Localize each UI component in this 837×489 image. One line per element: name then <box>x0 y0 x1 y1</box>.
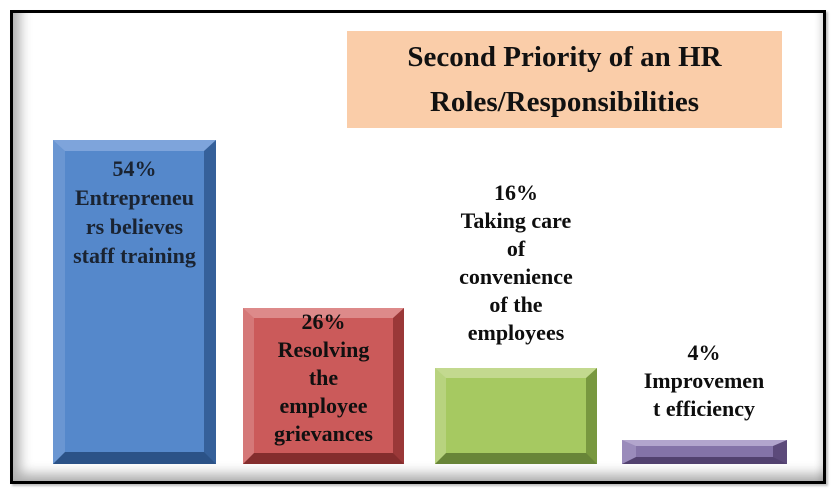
label-line: the <box>308 365 339 390</box>
chart-plot-area: Second Priority of an HR Roles/Responsib… <box>13 13 823 481</box>
label-line: employee <box>279 393 368 418</box>
bar-label-employee-convenience: 16% Taking care of convenience of the em… <box>416 179 616 347</box>
chart-title-line-2: Roles/Responsibilities <box>429 85 700 118</box>
bar-face <box>53 140 216 464</box>
label-line: 4% <box>687 340 721 365</box>
bar-label-improvement-efficiency: 4% Improvemen t efficiency <box>604 339 804 423</box>
bar-employee-grievances: 26% Resolving the employee grievances <box>243 308 404 464</box>
bar-employee-convenience <box>435 368 597 464</box>
label-line: employees <box>467 320 565 345</box>
label-line: of <box>506 236 526 261</box>
label-line: grievances <box>274 421 373 446</box>
bar-improvement-efficiency <box>622 440 787 464</box>
label-line: rs believes <box>85 214 184 239</box>
chart-title: Second Priority of an HR Roles/Responsib… <box>347 31 782 128</box>
bar-face <box>243 308 404 464</box>
label-line: Resolving <box>277 337 370 362</box>
bar-label-employee-grievances: 26% Resolving the employee grievances <box>243 308 404 448</box>
label-line: 54% <box>112 156 157 181</box>
label-line: of the <box>489 292 543 317</box>
bar-face <box>435 368 597 464</box>
bar-staff-training: 54% Entrepreneu rs believes staff traini… <box>53 140 216 464</box>
chart-frame: Second Priority of an HR Roles/Responsib… <box>10 10 826 484</box>
label-line: t efficiency <box>653 396 755 421</box>
label-line: convenience <box>459 264 573 289</box>
label-line: Entrepreneu <box>75 185 194 210</box>
label-line: staff training <box>73 243 196 268</box>
bar-face <box>622 440 787 464</box>
chart-title-line-1: Second Priority of an HR <box>407 40 722 73</box>
bar-label-staff-training: 54% Entrepreneu rs believes staff traini… <box>53 154 216 270</box>
label-line: 26% <box>301 309 346 334</box>
label-line: Improvemen <box>643 368 765 393</box>
label-line: 16% <box>494 180 538 205</box>
label-line: Taking care <box>460 208 572 233</box>
